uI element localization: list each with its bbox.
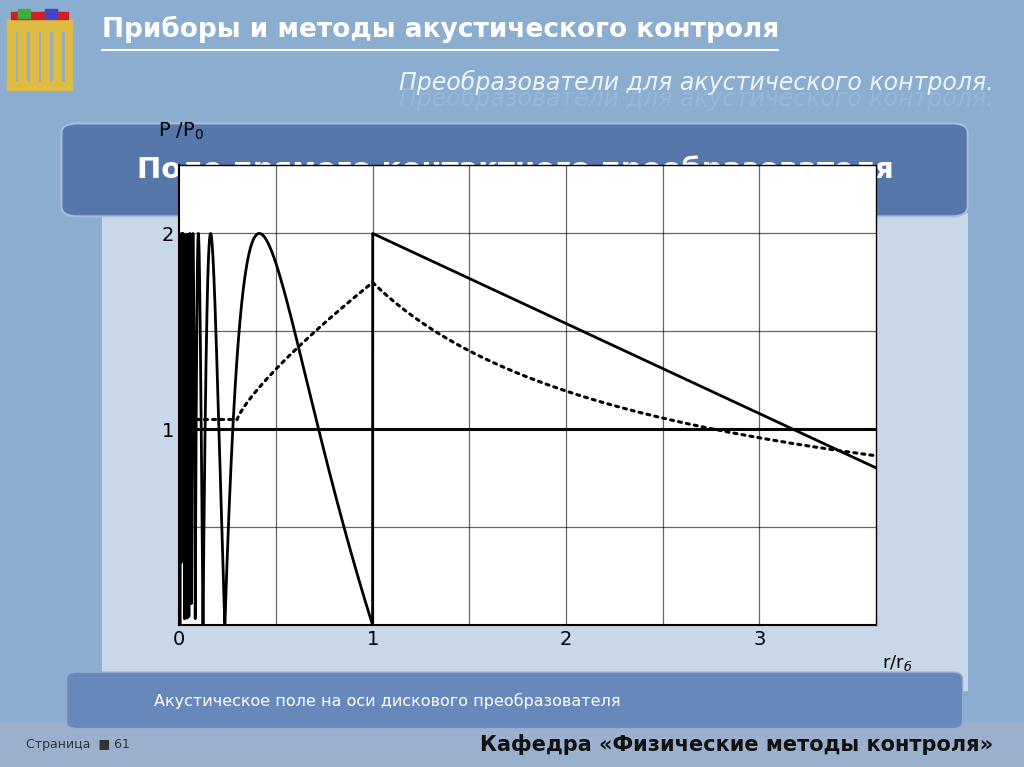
Text: Преобразователи для акустического контроля.: Преобразователи для акустического контро… bbox=[398, 86, 993, 111]
Text: Преобразователи для акустического контроля.: Преобразователи для акустического контро… bbox=[398, 71, 993, 95]
Bar bbox=[18, 8, 30, 18]
FancyBboxPatch shape bbox=[102, 213, 968, 691]
Bar bbox=[53, 28, 60, 85]
Bar bbox=[7, 83, 72, 91]
Text: Кафедра «Физические методы контроля»: Кафедра «Физические методы контроля» bbox=[480, 734, 993, 755]
Text: Приборы и методы акустического контроля: Приборы и методы акустического контроля bbox=[102, 15, 779, 43]
FancyBboxPatch shape bbox=[61, 123, 968, 216]
Bar bbox=[45, 8, 56, 18]
Bar bbox=[7, 28, 14, 85]
Text: Страница  ■ 61: Страница ■ 61 bbox=[26, 738, 129, 751]
FancyBboxPatch shape bbox=[67, 672, 963, 729]
Bar bbox=[65, 28, 72, 85]
Bar bbox=[7, 19, 72, 31]
Text: r/r$_б$: r/r$_б$ bbox=[883, 653, 913, 673]
Text: Поле прямого контактного преобразователя: Поле прямого контактного преобразователя bbox=[136, 156, 894, 184]
Bar bbox=[0, 722, 1024, 767]
Text: Акустическое поле на оси дискового преобразователя: Акустическое поле на оси дискового преоб… bbox=[154, 693, 621, 709]
Bar bbox=[18, 28, 27, 85]
Bar bbox=[30, 28, 38, 85]
Text: P /P$_0$: P /P$_0$ bbox=[159, 120, 205, 142]
Bar bbox=[10, 12, 69, 19]
Bar bbox=[41, 28, 49, 85]
